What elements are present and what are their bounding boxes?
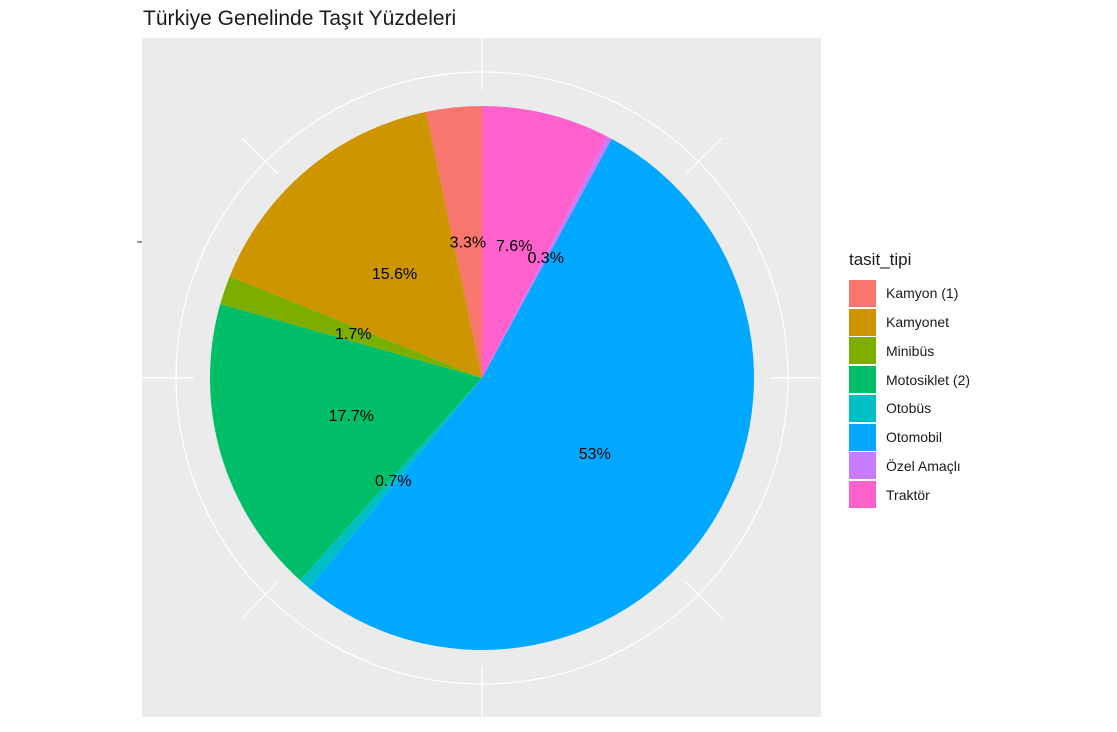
legend-label: Özel Amaçlı: [886, 457, 961, 474]
legend-swatch: [849, 394, 876, 422]
slice-minib-s: [220, 276, 483, 378]
slice-trakt-r: [482, 106, 608, 378]
legend-item-minib-s: Minibüs: [849, 337, 970, 366]
legend-items: Kamyon (1) Kamyonet Minibüs Motosiklet (2) O…: [849, 279, 970, 509]
legend-swatch: [849, 481, 876, 509]
slice-otomobil: [309, 138, 754, 650]
legend-label: Kamyon (1): [886, 285, 959, 302]
legend-item-otob-s: Otobüs: [849, 394, 970, 423]
slice-otob-s: [300, 378, 482, 589]
slice-kamyonet: [229, 111, 482, 379]
grid-radial-line: [241, 581, 279, 619]
legend-label: Otobüs: [886, 400, 932, 417]
chart-title: Türkiye Genelinde Taşıt Yüzdeleri: [143, 7, 457, 30]
legend-label: Kamyonet: [886, 314, 950, 331]
legend-item-kamyonet: Kamyonet: [849, 308, 970, 337]
legend-item-trakt-r: Traktör: [849, 480, 970, 509]
legend-swatch: [849, 452, 876, 480]
legend-swatch: [849, 337, 876, 365]
slice-zel-ama-l: [482, 136, 612, 378]
data-label-motosiklet-2: 17.7%: [329, 408, 374, 425]
legend-label: Minibüs: [886, 342, 935, 359]
legend-label: Otomobil: [886, 429, 943, 446]
grid-radial-line: [685, 137, 723, 175]
legend-swatch: [849, 308, 876, 336]
data-label-minib-s: 1.7%: [335, 326, 371, 343]
data-label-otob-s: 0.7%: [375, 473, 411, 490]
slice-kamyon-1: [425, 106, 482, 378]
legend-label: Traktör: [886, 486, 930, 503]
data-label-kamyonet: 15.6%: [372, 266, 417, 283]
legend-title: tasit_tipi: [849, 250, 912, 269]
data-label-trakt-r: 7.6%: [496, 238, 532, 255]
legend-swatch: [849, 366, 876, 394]
legend-item-kamyon-1: Kamyon (1): [849, 279, 970, 308]
legend-item-zel-ama-l: Özel Amaçlı: [849, 452, 970, 481]
polar-grid: [142, 38, 822, 718]
pie-slices: [209, 106, 754, 650]
legend: tasit_tipi Kamyon (1) Kamyonet Minibüs Moto…: [849, 250, 970, 509]
legend-label: Motosiklet (2): [886, 371, 971, 388]
data-label-zel-ama-l: 0.3%: [527, 250, 563, 267]
slice-motosiklet-2: [209, 304, 482, 581]
grid-radial-line: [241, 137, 279, 175]
data-labels: 3.3% 15.6% 1.7% 17.7% 0.7% 53% 0.3%7.6%: [329, 235, 611, 490]
data-label-otomobil: 53%: [579, 446, 611, 463]
data-label-kamyon-1: 3.3%: [450, 235, 486, 252]
grid-radial-line: [685, 581, 723, 619]
legend-swatch: [849, 423, 876, 451]
legend-item-otomobil: Otomobil: [849, 423, 970, 452]
legend-swatch: [849, 279, 876, 307]
legend-item-motosiklet-2: Motosiklet (2): [849, 365, 970, 394]
